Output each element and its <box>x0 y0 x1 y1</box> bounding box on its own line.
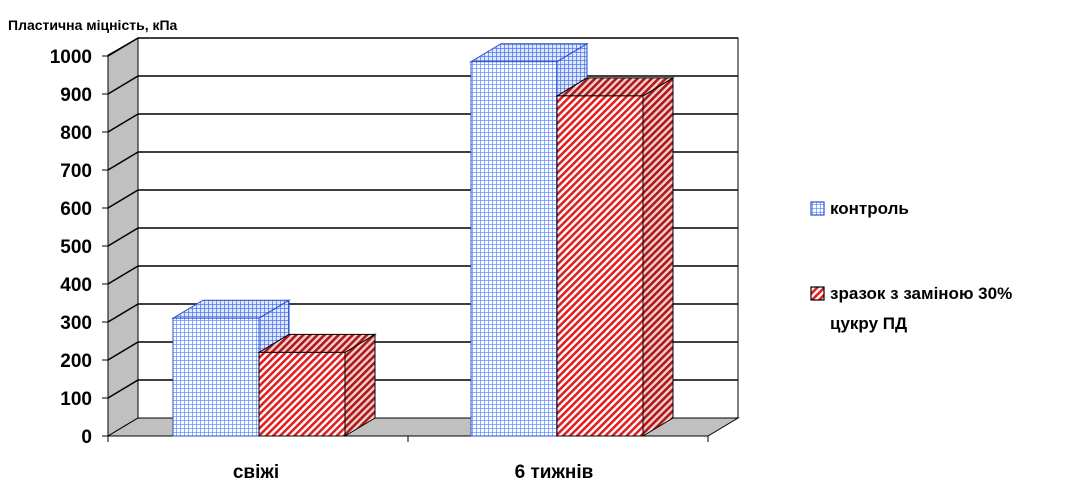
y-tick-label: 300 <box>60 313 92 334</box>
bar-side <box>642 77 674 437</box>
legend-swatch-control <box>810 201 825 216</box>
legend-label-sample-line-2: цукру ПД <box>830 314 907 333</box>
x-tick-label: свіжі <box>233 462 279 483</box>
gridline-side <box>107 75 139 95</box>
y-tick-label: 900 <box>60 85 92 106</box>
legend-item-control: контроль <box>810 199 909 218</box>
bar <box>257 333 377 437</box>
gridline-side <box>107 189 139 209</box>
legend-item-sample: зразок з заміною 30% цукру ПД <box>810 284 1017 333</box>
y-tick-label: 200 <box>60 351 92 372</box>
bar-front <box>172 317 260 437</box>
gridline-side <box>107 265 139 285</box>
legend: контроль зразок з заміною 30% цукру ПД <box>810 199 1017 333</box>
gridline-side <box>107 113 139 133</box>
y-tick-label: 700 <box>60 161 92 182</box>
gridline-side <box>107 151 139 171</box>
legend-label-sample: зразок з заміною 30% цукру ПД <box>830 284 1017 333</box>
y-tick-label: 600 <box>60 199 92 220</box>
y-tick-label: 0 <box>81 427 92 448</box>
x-axis-labels: свіжі 6 тижнів <box>107 436 709 483</box>
bars <box>171 42 675 437</box>
gridline-side <box>107 341 139 361</box>
legend-swatch-sample <box>810 286 825 301</box>
y-axis-label: Пластична міцність, кПа <box>8 17 178 33</box>
bar <box>555 77 675 437</box>
gridline-side <box>107 303 139 323</box>
bar-front <box>258 351 346 437</box>
y-tick-label: 500 <box>60 237 92 258</box>
bar-front <box>470 61 558 437</box>
x-tick-label: 6 тижнів <box>515 462 594 483</box>
bar-front <box>556 95 644 437</box>
y-axis-ticks: 0 100 200 300 400 500 600 700 800 900 1000 <box>50 47 108 448</box>
y-tick-label: 1000 <box>50 47 92 68</box>
legend-label-control: контроль <box>830 199 909 218</box>
gridline-side <box>107 37 139 57</box>
y-tick-label: 100 <box>60 389 92 410</box>
y-tick-label: 400 <box>60 275 92 296</box>
gridline-side <box>107 227 139 247</box>
legend-label-sample-line-1: зразок з заміною 30% <box>830 284 1012 303</box>
gridline-side <box>107 379 139 399</box>
y-tick-label: 800 <box>60 123 92 144</box>
